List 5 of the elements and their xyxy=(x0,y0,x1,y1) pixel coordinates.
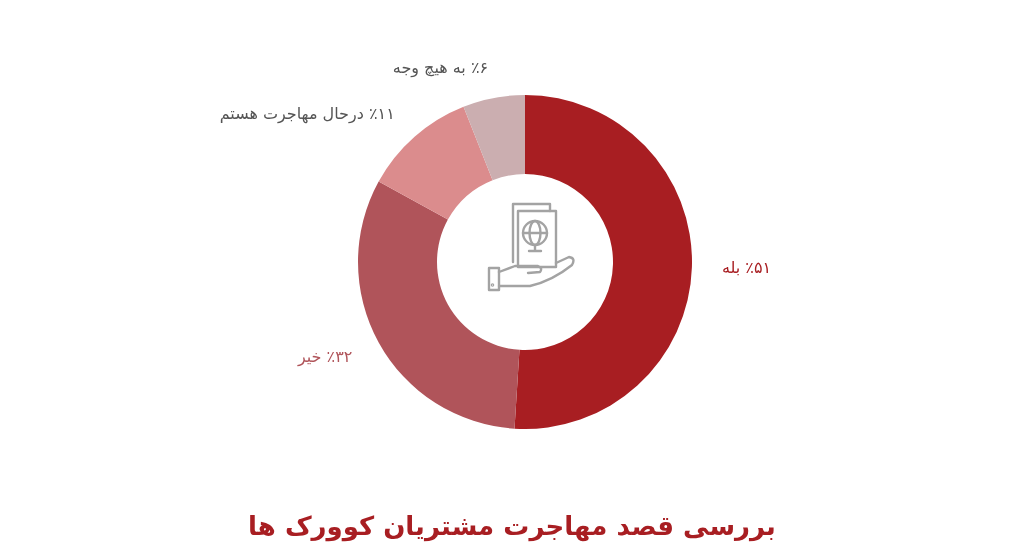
slice-label: ٪۳۲ خیر xyxy=(297,346,353,367)
text: بررسی قصد مهاجرت مشتریان کوورک ها xyxy=(247,510,777,543)
slice-label: ٪۱۱ درحال مهاجرت هستم xyxy=(219,104,395,125)
slice-label: ٪۵۱ بله xyxy=(721,258,772,279)
slice-label: ٪۶ به هیچ وجه xyxy=(392,58,489,79)
